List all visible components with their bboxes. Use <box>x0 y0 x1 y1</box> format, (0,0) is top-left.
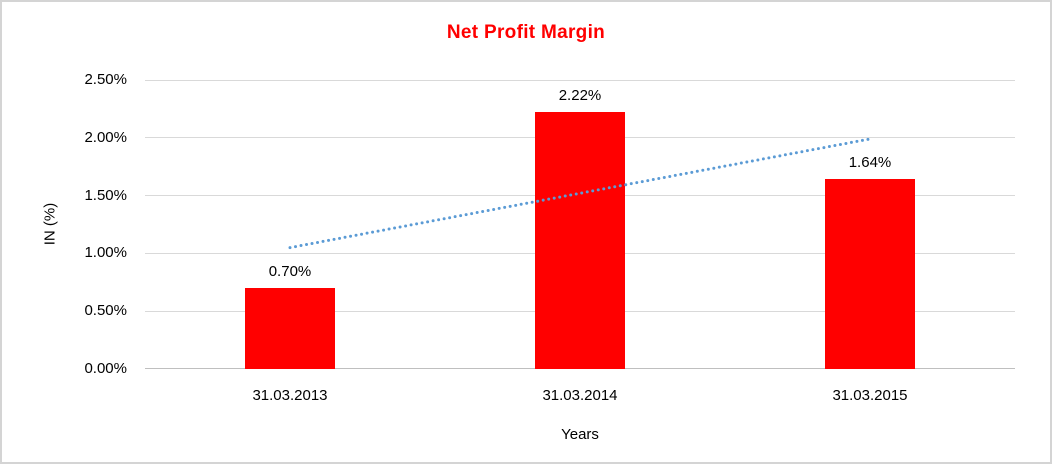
plot-area: 0.00% 0.50% 1.00% 1.50% 2.00% 2.50% 0.70% 31.03… <box>84 71 1015 404</box>
bar-31.03.2014[interactable] <box>535 112 625 369</box>
y-tick-label: 0.00% <box>84 360 127 377</box>
bar-value-label: 0.70% <box>268 263 312 281</box>
y-tick-label: 0.50% <box>84 302 127 320</box>
bar-value-label: 1.64% <box>848 154 892 172</box>
y-axis-title: IN (%) <box>41 202 59 246</box>
x-tick-label: 31.03.2014 <box>542 387 618 404</box>
y-tick-label: 2.00% <box>84 128 127 146</box>
gridline <box>145 79 1015 81</box>
x-axis-title: Years <box>561 426 599 443</box>
trendline[interactable] <box>145 80 1015 369</box>
x-tick-label: 31.03.2015 <box>832 387 908 404</box>
y-tick-label: 2.50% <box>84 71 127 88</box>
x-tick-label: 31.03.2013 <box>252 387 328 404</box>
y-tick-label: 1.00% <box>84 244 127 262</box>
bar-31.03.2013[interactable] <box>245 288 335 369</box>
chart-title: Net Profit Margin <box>446 22 606 43</box>
bar-31.03.2015[interactable] <box>825 179 915 369</box>
y-tick-label: 1.50% <box>84 186 127 204</box>
bar-value-label: 2.22% <box>558 87 602 105</box>
